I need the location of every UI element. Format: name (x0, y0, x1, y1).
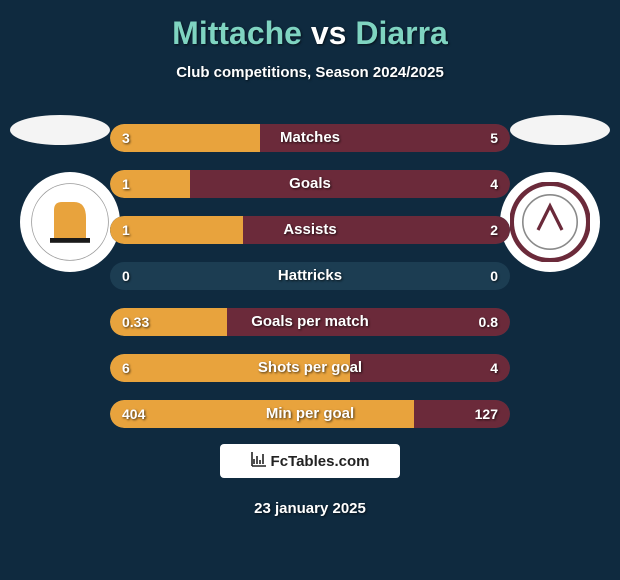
stat-row: Matches3 5 (110, 124, 510, 152)
stats-bars: Matches35Goals14Assists12Hattricks00Goal… (110, 124, 510, 446)
stat-value-right: 127 (475, 400, 498, 428)
stat-row: Assists1 2 (110, 216, 510, 244)
club-left-badge (20, 172, 120, 272)
stat-value-right: 2 (490, 216, 498, 244)
stat-label: Shots per goal (110, 354, 510, 382)
stat-row: Goals1 4 (110, 170, 510, 198)
stat-row: Hattricks0 0 (110, 262, 510, 290)
branding-badge: FcTables.com (220, 444, 400, 478)
branding-text: FcTables.com (271, 453, 370, 470)
player-left-silhouette (10, 115, 110, 145)
subtitle: Club competitions, Season 2024/2025 (0, 64, 620, 81)
stat-label: Goals per match (110, 308, 510, 336)
stat-row: Min per goal404 127 (110, 400, 510, 428)
stat-value-right: 0 (490, 262, 498, 290)
club-right-badge (500, 172, 600, 272)
comparison-card: Mittache vs Diarra Club competitions, Se… (0, 0, 620, 580)
club-right-icon (510, 182, 590, 262)
player-right-silhouette (510, 115, 610, 145)
club-left-icon (30, 182, 110, 262)
stat-label: Min per goal (110, 400, 510, 428)
stat-label: Goals (110, 170, 510, 198)
stat-value-right: 5 (490, 124, 498, 152)
stat-value-left: 0.33 (122, 308, 149, 336)
stat-row: Goals per match0.33 0.8 (110, 308, 510, 336)
player-left-name: Mittache (172, 15, 302, 51)
stat-value-left: 6 (122, 354, 130, 382)
stat-value-left: 1 (122, 170, 130, 198)
stat-row: Shots per goal6 4 (110, 354, 510, 382)
stat-value-left: 1 (122, 216, 130, 244)
chart-icon (251, 451, 267, 471)
stat-value-right: 4 (490, 170, 498, 198)
stat-label: Matches (110, 124, 510, 152)
stat-value-left: 404 (122, 400, 145, 428)
stat-value-right: 0.8 (479, 308, 498, 336)
player-right-name: Diarra (355, 15, 448, 51)
stat-value-right: 4 (490, 354, 498, 382)
stat-value-left: 0 (122, 262, 130, 290)
stat-label: Hattricks (110, 262, 510, 290)
page-title: Mittache vs Diarra (0, 15, 620, 52)
date-text: 23 january 2025 (0, 500, 620, 517)
vs-text: vs (311, 15, 347, 51)
stat-label: Assists (110, 216, 510, 244)
stat-value-left: 3 (122, 124, 130, 152)
